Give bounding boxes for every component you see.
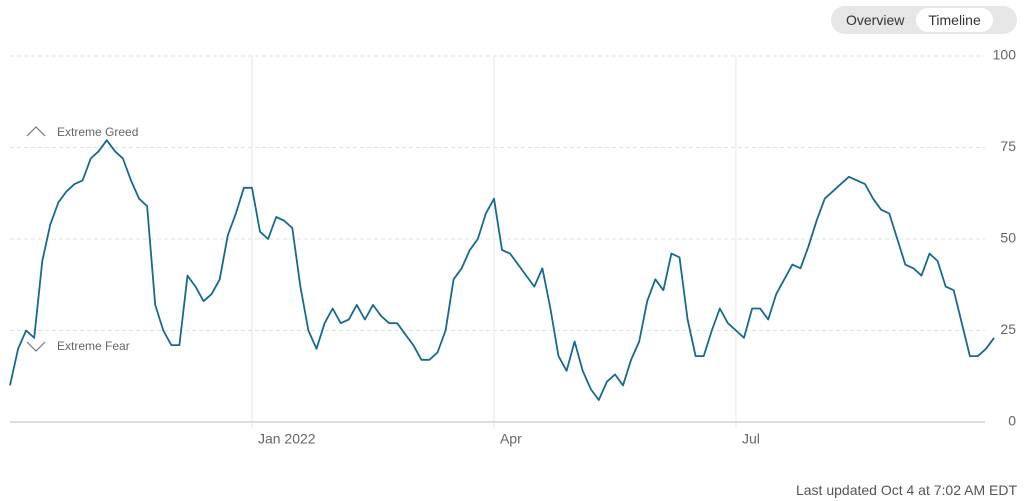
- fear-chevron: [26, 341, 46, 352]
- y-tick-label: 100: [993, 47, 1017, 63]
- footer: Last updated Oct 4 at 7:02 AM EDT: [795, 482, 1017, 498]
- y-tick-label: 25: [1000, 321, 1016, 337]
- view-toggle: Overview Timeline: [831, 6, 1017, 34]
- chart: Extreme Greed Extreme Fear 0 25 50 75 100 Jan…: [9, 47, 1017, 447]
- annotation: Extreme Fear: [57, 339, 130, 353]
- timeline-button[interactable]: Timeline: [916, 8, 993, 32]
- greed-chevron: [26, 126, 46, 137]
- y-tick-label: 75: [1000, 138, 1016, 154]
- x-tick-label: Jul: [742, 431, 760, 447]
- x-tick-label: Jan 2022: [258, 431, 316, 447]
- y-tick-label: 50: [1000, 230, 1016, 246]
- y-tick-label: 0: [1008, 413, 1016, 429]
- x-tick-label: Apr: [500, 431, 522, 447]
- overview-button[interactable]: Overview: [834, 8, 916, 32]
- annotation: Extreme Greed: [57, 125, 138, 139]
- index-line: [9, 139, 995, 401]
